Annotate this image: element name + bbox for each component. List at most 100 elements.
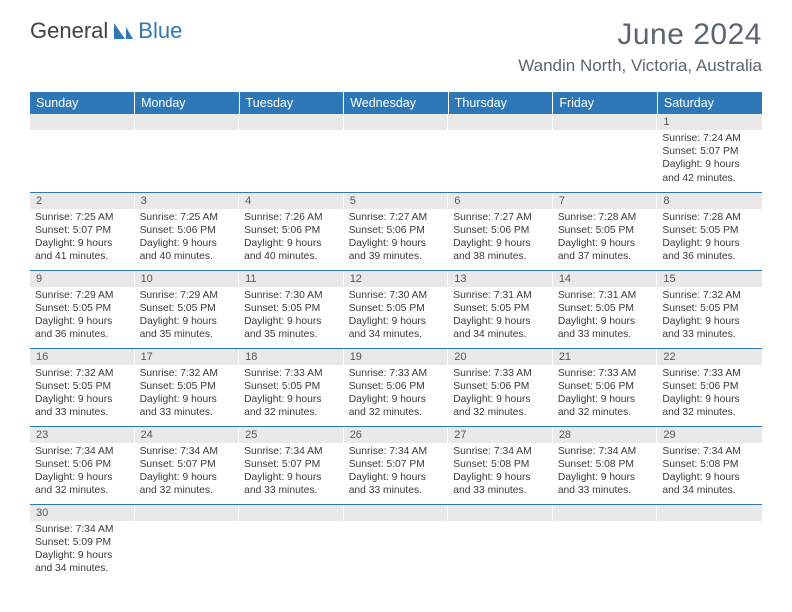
calendar-cell: 6Sunrise: 7:27 AMSunset: 5:06 PMDaylight… xyxy=(448,192,553,270)
day-number: 22 xyxy=(657,349,762,365)
weekday-header: Sunday xyxy=(30,92,135,114)
calendar-cell xyxy=(239,114,344,192)
calendar-cell xyxy=(30,114,135,192)
calendar-cell: 17Sunrise: 7:32 AMSunset: 5:05 PMDayligh… xyxy=(135,348,240,426)
calendar-row: 23Sunrise: 7:34 AMSunset: 5:06 PMDayligh… xyxy=(30,426,762,504)
day-content: Sunrise: 7:33 AMSunset: 5:06 PMDaylight:… xyxy=(657,365,762,423)
day-number: 5 xyxy=(344,193,449,209)
day-number: 7 xyxy=(553,193,658,209)
header: General Blue June 2024 Wandin North, Vic… xyxy=(0,0,792,82)
day-number: 9 xyxy=(30,271,135,287)
calendar-cell: 2Sunrise: 7:25 AMSunset: 5:07 PMDaylight… xyxy=(30,192,135,270)
calendar-cell xyxy=(239,504,344,582)
title-block: June 2024 Wandin North, Victoria, Austra… xyxy=(518,18,762,76)
day-content: Sunrise: 7:24 AMSunset: 5:07 PMDaylight:… xyxy=(657,130,762,188)
month-title: June 2024 xyxy=(518,18,762,52)
weekday-header: Friday xyxy=(553,92,658,114)
calendar-table: SundayMondayTuesdayWednesdayThursdayFrid… xyxy=(30,92,762,582)
calendar-cell: 9Sunrise: 7:29 AMSunset: 5:05 PMDaylight… xyxy=(30,270,135,348)
calendar-cell xyxy=(553,504,658,582)
day-content: Sunrise: 7:34 AMSunset: 5:08 PMDaylight:… xyxy=(553,443,658,501)
weekday-header: Monday xyxy=(135,92,240,114)
calendar-row: 16Sunrise: 7:32 AMSunset: 5:05 PMDayligh… xyxy=(30,348,762,426)
day-number: 18 xyxy=(239,349,344,365)
day-content-empty xyxy=(553,130,658,186)
day-number-empty xyxy=(448,114,553,130)
calendar-cell: 29Sunrise: 7:34 AMSunset: 5:08 PMDayligh… xyxy=(657,426,762,504)
calendar-cell: 3Sunrise: 7:25 AMSunset: 5:06 PMDaylight… xyxy=(135,192,240,270)
day-number: 1 xyxy=(657,114,762,130)
day-content: Sunrise: 7:34 AMSunset: 5:08 PMDaylight:… xyxy=(657,443,762,501)
day-number-empty xyxy=(239,114,344,130)
calendar-row: 9Sunrise: 7:29 AMSunset: 5:05 PMDaylight… xyxy=(30,270,762,348)
calendar-cell: 22Sunrise: 7:33 AMSunset: 5:06 PMDayligh… xyxy=(657,348,762,426)
calendar-cell: 20Sunrise: 7:33 AMSunset: 5:06 PMDayligh… xyxy=(448,348,553,426)
day-content: Sunrise: 7:25 AMSunset: 5:07 PMDaylight:… xyxy=(30,209,135,267)
calendar-cell: 23Sunrise: 7:34 AMSunset: 5:06 PMDayligh… xyxy=(30,426,135,504)
calendar-cell: 19Sunrise: 7:33 AMSunset: 5:06 PMDayligh… xyxy=(344,348,449,426)
day-number: 13 xyxy=(448,271,553,287)
calendar-cell: 18Sunrise: 7:33 AMSunset: 5:05 PMDayligh… xyxy=(239,348,344,426)
calendar-row: 1Sunrise: 7:24 AMSunset: 5:07 PMDaylight… xyxy=(30,114,762,192)
day-content-empty xyxy=(448,521,553,577)
day-number: 24 xyxy=(135,427,240,443)
day-content-empty xyxy=(30,130,135,186)
day-content: Sunrise: 7:34 AMSunset: 5:08 PMDaylight:… xyxy=(448,443,553,501)
day-number: 10 xyxy=(135,271,240,287)
day-content: Sunrise: 7:26 AMSunset: 5:06 PMDaylight:… xyxy=(239,209,344,267)
calendar-cell xyxy=(553,114,658,192)
day-number: 12 xyxy=(344,271,449,287)
calendar-row: 30Sunrise: 7:34 AMSunset: 5:09 PMDayligh… xyxy=(30,504,762,582)
day-number: 21 xyxy=(553,349,658,365)
day-content-empty xyxy=(135,130,240,186)
day-content: Sunrise: 7:33 AMSunset: 5:06 PMDaylight:… xyxy=(448,365,553,423)
weekday-header: Tuesday xyxy=(239,92,344,114)
day-content: Sunrise: 7:27 AMSunset: 5:06 PMDaylight:… xyxy=(448,209,553,267)
day-content: Sunrise: 7:29 AMSunset: 5:05 PMDaylight:… xyxy=(30,287,135,345)
calendar-cell: 5Sunrise: 7:27 AMSunset: 5:06 PMDaylight… xyxy=(344,192,449,270)
day-content: Sunrise: 7:28 AMSunset: 5:05 PMDaylight:… xyxy=(657,209,762,267)
brand-logo: General Blue xyxy=(30,18,182,44)
calendar-cell xyxy=(657,504,762,582)
calendar-cell xyxy=(448,504,553,582)
day-number: 11 xyxy=(239,271,344,287)
day-content: Sunrise: 7:33 AMSunset: 5:05 PMDaylight:… xyxy=(239,365,344,423)
day-content: Sunrise: 7:31 AMSunset: 5:05 PMDaylight:… xyxy=(448,287,553,345)
day-content: Sunrise: 7:29 AMSunset: 5:05 PMDaylight:… xyxy=(135,287,240,345)
day-content-empty xyxy=(239,130,344,186)
calendar-cell: 28Sunrise: 7:34 AMSunset: 5:08 PMDayligh… xyxy=(553,426,658,504)
day-content: Sunrise: 7:33 AMSunset: 5:06 PMDaylight:… xyxy=(553,365,658,423)
day-content-empty xyxy=(239,521,344,577)
day-number: 20 xyxy=(448,349,553,365)
day-number: 4 xyxy=(239,193,344,209)
weekday-header: Saturday xyxy=(657,92,762,114)
day-number-empty xyxy=(135,114,240,130)
day-number: 14 xyxy=(553,271,658,287)
day-number-empty xyxy=(344,114,449,130)
day-content: Sunrise: 7:28 AMSunset: 5:05 PMDaylight:… xyxy=(553,209,658,267)
calendar-row: 2Sunrise: 7:25 AMSunset: 5:07 PMDaylight… xyxy=(30,192,762,270)
day-content-empty xyxy=(448,130,553,186)
day-number: 16 xyxy=(30,349,135,365)
calendar-cell: 15Sunrise: 7:32 AMSunset: 5:05 PMDayligh… xyxy=(657,270,762,348)
calendar-cell: 21Sunrise: 7:33 AMSunset: 5:06 PMDayligh… xyxy=(553,348,658,426)
calendar-cell: 7Sunrise: 7:28 AMSunset: 5:05 PMDaylight… xyxy=(553,192,658,270)
calendar-body: 1Sunrise: 7:24 AMSunset: 5:07 PMDaylight… xyxy=(30,114,762,582)
calendar-cell: 13Sunrise: 7:31 AMSunset: 5:05 PMDayligh… xyxy=(448,270,553,348)
brand-part2: Blue xyxy=(138,18,182,44)
calendar-cell: 24Sunrise: 7:34 AMSunset: 5:07 PMDayligh… xyxy=(135,426,240,504)
calendar-cell: 30Sunrise: 7:34 AMSunset: 5:09 PMDayligh… xyxy=(30,504,135,582)
day-content-empty xyxy=(344,521,449,577)
day-number-empty xyxy=(448,505,553,521)
calendar-cell: 4Sunrise: 7:26 AMSunset: 5:06 PMDaylight… xyxy=(239,192,344,270)
day-number-empty xyxy=(239,505,344,521)
day-content: Sunrise: 7:34 AMSunset: 5:06 PMDaylight:… xyxy=(30,443,135,501)
day-number: 29 xyxy=(657,427,762,443)
calendar-cell: 10Sunrise: 7:29 AMSunset: 5:05 PMDayligh… xyxy=(135,270,240,348)
calendar-cell: 14Sunrise: 7:31 AMSunset: 5:05 PMDayligh… xyxy=(553,270,658,348)
day-content: Sunrise: 7:31 AMSunset: 5:05 PMDaylight:… xyxy=(553,287,658,345)
day-number: 8 xyxy=(657,193,762,209)
day-number: 15 xyxy=(657,271,762,287)
calendar-cell: 16Sunrise: 7:32 AMSunset: 5:05 PMDayligh… xyxy=(30,348,135,426)
day-content: Sunrise: 7:34 AMSunset: 5:07 PMDaylight:… xyxy=(344,443,449,501)
